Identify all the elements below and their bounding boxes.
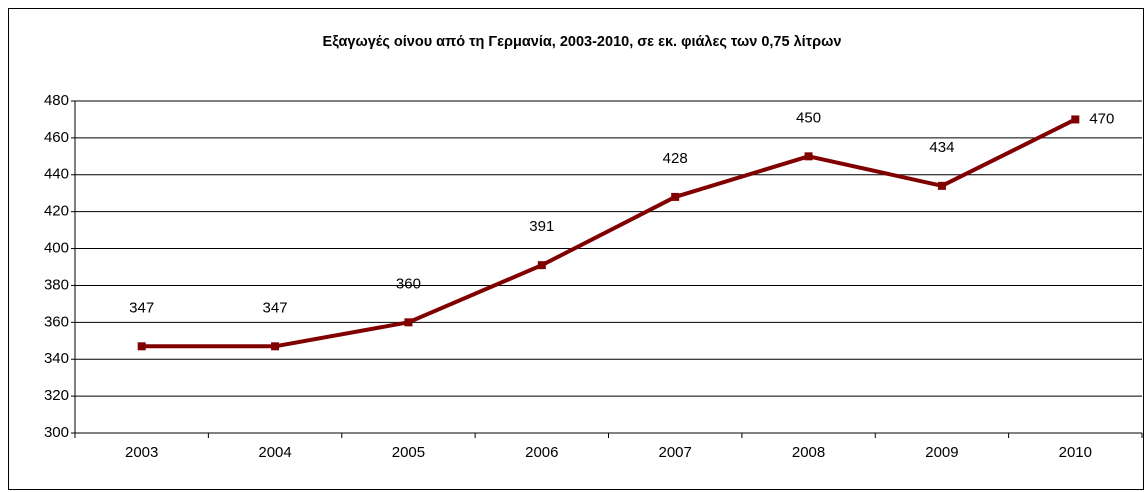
series-line xyxy=(141,117,1077,349)
data-label: 470 xyxy=(1089,110,1114,127)
y-tick-label: 360 xyxy=(44,313,69,330)
y-tick-label: 440 xyxy=(44,166,69,183)
marker xyxy=(137,342,146,351)
data-label: 428 xyxy=(663,150,688,167)
y-tick-label: 380 xyxy=(44,276,69,293)
y-tick-label: 480 xyxy=(44,92,69,109)
y-tick-label: 340 xyxy=(44,350,69,367)
data-label: 360 xyxy=(396,275,421,292)
marker xyxy=(937,181,946,190)
x-tick-label: 2010 xyxy=(1059,444,1092,461)
y-tick-label: 400 xyxy=(44,240,69,257)
data-label: 434 xyxy=(929,139,954,156)
x-tick-label: 2007 xyxy=(659,444,692,461)
x-tick-label: 2004 xyxy=(258,444,291,461)
data-label: 347 xyxy=(263,299,288,316)
x-tick-label: 2008 xyxy=(792,444,825,461)
marker xyxy=(1071,115,1080,124)
marker xyxy=(537,261,546,270)
data-label: 391 xyxy=(529,218,554,235)
y-tick-label: 320 xyxy=(44,387,69,404)
x-tick-label: 2003 xyxy=(125,444,158,461)
marker xyxy=(271,342,280,351)
y-tick-label: 300 xyxy=(44,424,69,441)
x-tick-label: 2009 xyxy=(925,444,958,461)
marker xyxy=(804,152,813,161)
data-label: 450 xyxy=(796,109,821,126)
x-tick-label: 2005 xyxy=(392,444,425,461)
y-tick-label: 460 xyxy=(44,129,69,146)
marker xyxy=(404,318,413,327)
y-tick-label: 420 xyxy=(44,203,69,220)
marker xyxy=(671,192,680,201)
data-label: 347 xyxy=(129,299,154,316)
chart-title: Εξαγωγές οίνου από τη Γερμανία, 2003-201… xyxy=(323,34,842,50)
x-tick-label: 2006 xyxy=(525,444,558,461)
